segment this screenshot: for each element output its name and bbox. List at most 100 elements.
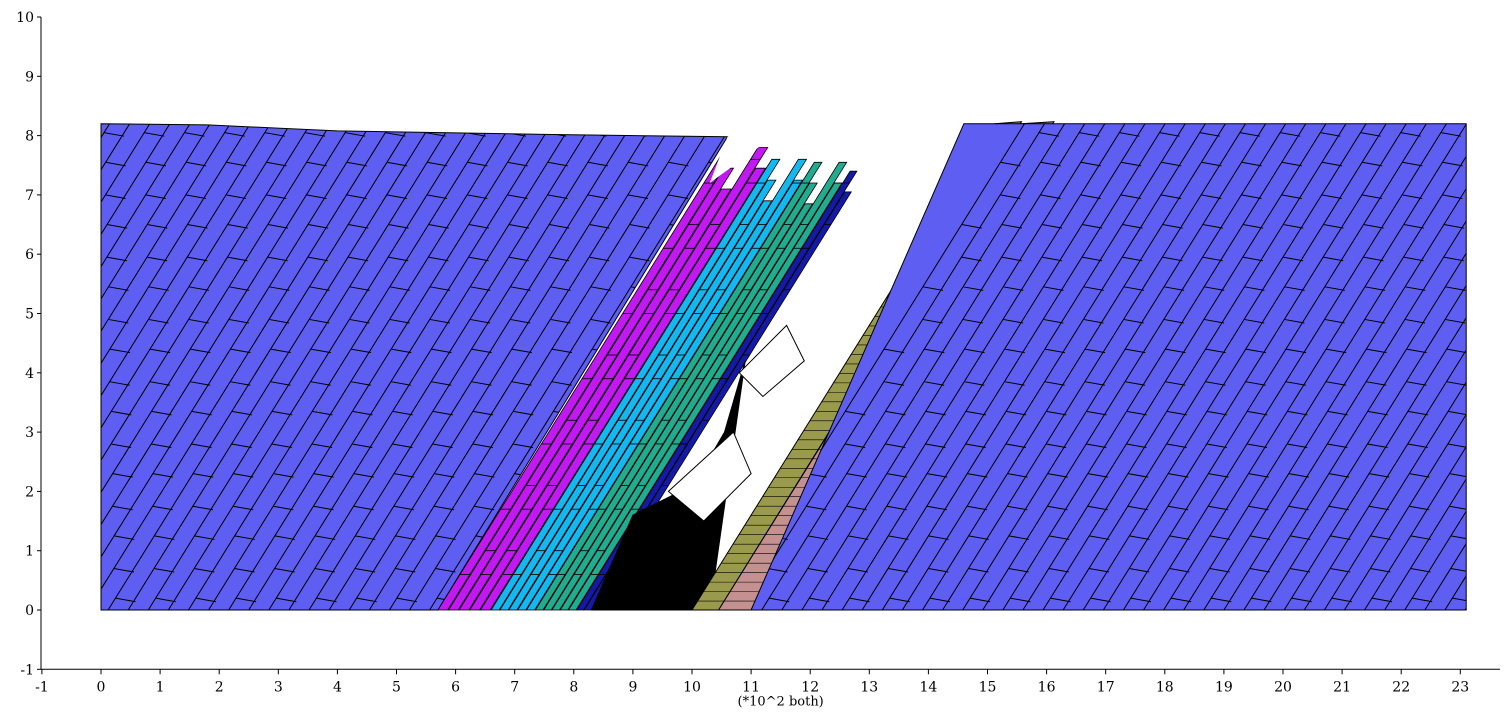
cross-joint bbox=[1284, 318, 1305, 324]
cross-joint bbox=[1407, 410, 1429, 416]
cross-joint bbox=[961, 256, 982, 262]
bedding-joint bbox=[348, 123, 668, 610]
x-tick-label: 2 bbox=[215, 679, 224, 695]
cross-joint bbox=[1163, 318, 1184, 324]
bedding-joint bbox=[101, 123, 206, 610]
cross-joint bbox=[807, 535, 829, 540]
cross-joint bbox=[273, 473, 294, 478]
cross-joint bbox=[925, 410, 946, 416]
cross-joint bbox=[1370, 535, 1391, 540]
cross-joint bbox=[924, 348, 945, 354]
cross-joint bbox=[1087, 505, 1108, 511]
cross-joint bbox=[513, 410, 534, 416]
cross-joint bbox=[926, 505, 948, 511]
cross-joint bbox=[432, 443, 453, 449]
cross-joint bbox=[1444, 318, 1466, 324]
cross-joint bbox=[1448, 410, 1467, 416]
cross-joint bbox=[1199, 132, 1220, 137]
cross-joint bbox=[355, 535, 376, 540]
x-tick-label: 4 bbox=[333, 679, 342, 695]
cross-joint bbox=[1490, 474, 1509, 478]
bedding-joint bbox=[101, 123, 286, 610]
cross-joint bbox=[965, 443, 986, 449]
cross-joint bbox=[589, 224, 610, 229]
cross-joint bbox=[1328, 505, 1349, 511]
cross-joint bbox=[1400, 132, 1421, 137]
bedding-joint bbox=[101, 123, 105, 610]
bedding-joint bbox=[1243, 123, 1467, 610]
cross-joint bbox=[747, 133, 767, 137]
cross-joint bbox=[1202, 256, 1223, 262]
cross-joint bbox=[144, 132, 165, 137]
cross-joint bbox=[1001, 224, 1023, 229]
cross-joint bbox=[885, 410, 906, 416]
cross-joint bbox=[1488, 411, 1508, 415]
bedding-joint bbox=[1263, 123, 1467, 610]
cyan-slab bbox=[516, 158, 808, 611]
cross-joint bbox=[1124, 381, 1146, 386]
cross-joint bbox=[1321, 161, 1343, 167]
cross-joint bbox=[1127, 505, 1148, 511]
cross-joint bbox=[846, 473, 867, 478]
cross-joint bbox=[314, 567, 335, 573]
cross-joint bbox=[1201, 194, 1222, 199]
bedding-joint bbox=[1223, 123, 1467, 610]
cross-joint bbox=[426, 194, 448, 199]
cyan-slab bbox=[490, 158, 781, 611]
cross-joint bbox=[268, 318, 290, 324]
cross-joint bbox=[1367, 410, 1388, 416]
cross-joint bbox=[1367, 443, 1388, 449]
cross-joint bbox=[1050, 597, 1071, 603]
cross-joint bbox=[1045, 443, 1067, 449]
cross-joint bbox=[1120, 194, 1141, 199]
cross-joint bbox=[33, 568, 53, 572]
left-rock-mass bbox=[0, 123, 767, 611]
cross-joint bbox=[807, 567, 828, 573]
cross-joint bbox=[1280, 132, 1301, 137]
cross-joint bbox=[64, 133, 84, 137]
y-axis-ticks: -1 0 1 2 3 4 5 6 7 8 9 10 bbox=[16, 10, 41, 678]
bedding-joint bbox=[101, 123, 186, 610]
cross-joint bbox=[425, 132, 446, 137]
cross-joint bbox=[313, 505, 334, 511]
cross-joint bbox=[1447, 443, 1467, 449]
cross-joint bbox=[1445, 286, 1466, 291]
bedding-joint bbox=[1002, 123, 1321, 610]
cross-joint bbox=[883, 381, 905, 386]
cross-joint bbox=[190, 348, 211, 354]
cross-joint bbox=[1287, 410, 1308, 416]
green-slab bbox=[551, 203, 814, 611]
cross-joint bbox=[345, 132, 366, 137]
cross-joint bbox=[67, 257, 87, 261]
cross-joint bbox=[228, 318, 249, 324]
cross-joint bbox=[74, 568, 94, 572]
void bbox=[667, 431, 752, 522]
cross-joint bbox=[1291, 597, 1312, 603]
cross-joint bbox=[1165, 381, 1186, 386]
cross-joint bbox=[194, 567, 215, 573]
cross-joint bbox=[1249, 567, 1270, 573]
cross-joint bbox=[886, 505, 907, 511]
cross-joint bbox=[547, 161, 568, 167]
x-tick-label: 16 bbox=[1038, 679, 1056, 695]
cross-joint bbox=[470, 286, 491, 291]
bedding-joint bbox=[901, 123, 1221, 610]
cross-joint bbox=[589, 256, 610, 262]
bedding-joint bbox=[1102, 123, 1422, 610]
cross-joint bbox=[1320, 132, 1341, 137]
cross-joint bbox=[106, 224, 128, 229]
cross-joint bbox=[0, 598, 15, 602]
cross-joint bbox=[1483, 162, 1503, 166]
cross-joint bbox=[1003, 286, 1024, 291]
cross-joint bbox=[1285, 381, 1306, 386]
cross-joint bbox=[628, 161, 649, 167]
x-tick-label: 0 bbox=[97, 679, 106, 695]
cross-joint bbox=[1328, 473, 1350, 478]
cross-joint bbox=[72, 506, 92, 510]
cross-joint bbox=[431, 381, 452, 386]
cross-joint bbox=[68, 319, 88, 323]
bedding-joint bbox=[1203, 123, 1467, 610]
bedding-joint bbox=[781, 123, 1100, 610]
cross-joint bbox=[1360, 132, 1381, 137]
cross-joint bbox=[70, 349, 90, 353]
